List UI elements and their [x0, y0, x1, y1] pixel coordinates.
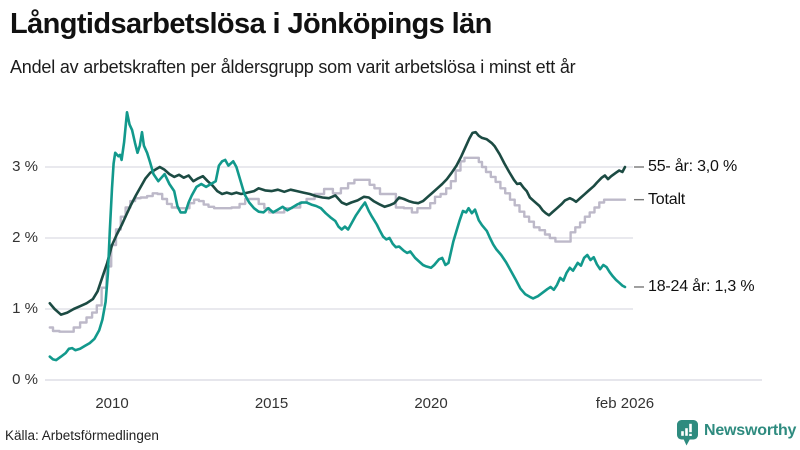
- page-subtitle: Andel av arbetskraften per åldersgrupp s…: [10, 57, 576, 77]
- series-end-label-55-r: 55- år: 3,0 %: [648, 158, 738, 175]
- x-axis-tick-label: feb 2026: [595, 395, 655, 412]
- y-axis-tick-label: 3 %: [12, 158, 38, 175]
- series-end-label-18-24-r: 18-24 år: 1,3 %: [648, 277, 755, 295]
- newsworthy-brand[interactable]: Newsworthy: [676, 419, 796, 447]
- brand-name: Newsworthy: [704, 422, 797, 439]
- y-axis-tick-label: 2 %: [12, 229, 38, 246]
- y-axis-tick-label: 0 %: [12, 371, 38, 388]
- x-axis-tick-label: 2020: [414, 395, 448, 412]
- source-note: Källa: Arbetsförmedlingen: [5, 428, 159, 443]
- x-axis-tick-label: 2015: [254, 395, 289, 412]
- series-line-Totalt: [48, 156, 627, 333]
- page-title: Långtidsarbetslösa i Jönköpings län: [10, 8, 492, 40]
- series-line-18-24-r: [48, 111, 627, 362]
- series-end-label-Totalt: Totalt: [648, 190, 686, 208]
- series-line-55-r: [48, 130, 627, 316]
- y-axis-tick-label: 1 %: [12, 300, 38, 317]
- newsworthy-logo-icon: [677, 420, 698, 446]
- x-axis-tick-label: 2010: [95, 395, 129, 412]
